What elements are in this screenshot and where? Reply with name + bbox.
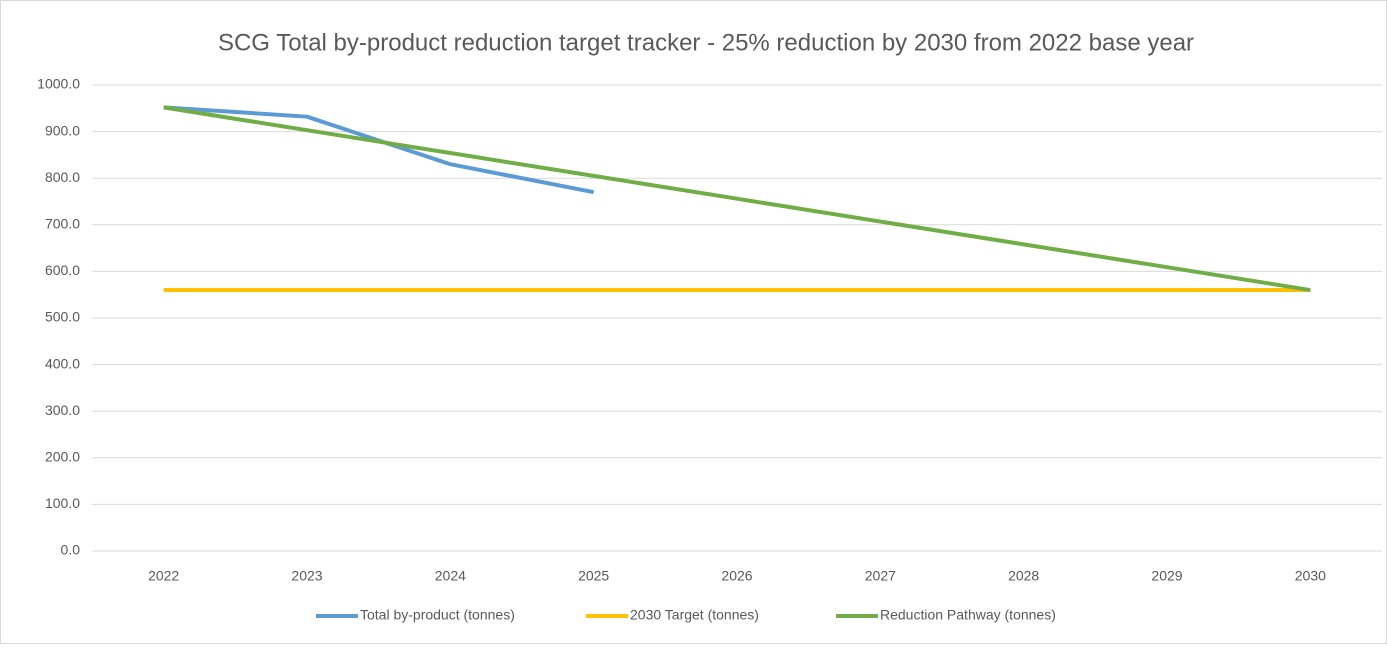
y-tick-label: 100.0 — [45, 495, 80, 511]
y-tick-label: 700.0 — [45, 216, 80, 232]
y-tick-label: 900.0 — [45, 122, 80, 138]
x-tick-label: 2022 — [148, 568, 179, 584]
y-tick-label: 600.0 — [45, 262, 80, 278]
y-tick-label: 400.0 — [45, 355, 80, 371]
x-tick-label: 2027 — [865, 568, 896, 584]
y-tick-label: 800.0 — [45, 169, 80, 185]
y-tick-label: 1000.0 — [37, 76, 80, 92]
legend-label: Reduction Pathway (tonnes) — [880, 607, 1056, 623]
x-tick-label: 2024 — [435, 568, 466, 584]
legend-label: Total by-product (tonnes) — [360, 607, 515, 623]
y-tick-label: 300.0 — [45, 402, 80, 418]
x-tick-label: 2025 — [578, 568, 609, 584]
chart-title: SCG Total by-product reduction target tr… — [218, 29, 1194, 56]
x-tick-label: 2028 — [1008, 568, 1039, 584]
x-tick-label: 2030 — [1295, 568, 1326, 584]
y-tick-label: 200.0 — [45, 449, 80, 465]
x-tick-label: 2029 — [1151, 568, 1182, 584]
y-tick-label: 0.0 — [61, 542, 81, 558]
series-line — [163, 105, 1311, 293]
x-tick-label: 2026 — [721, 568, 752, 584]
x-tick-label: 2023 — [291, 568, 322, 584]
legend-label: 2030 Target (tonnes) — [630, 607, 759, 623]
y-tick-label: 500.0 — [45, 309, 80, 325]
